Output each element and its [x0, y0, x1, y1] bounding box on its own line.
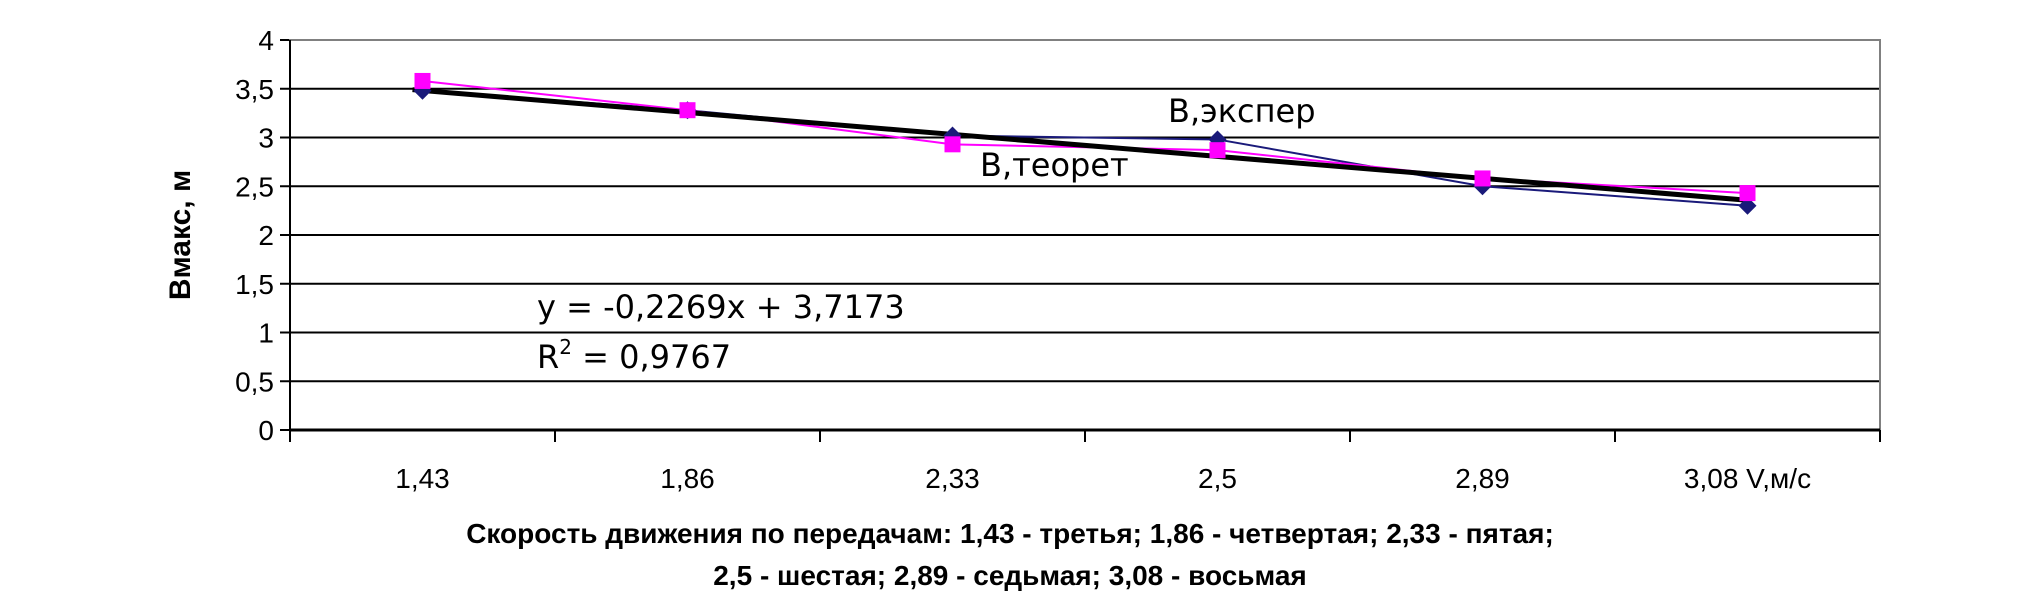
x-tick-label: 1,86 [660, 463, 715, 494]
y-axis-title: Вмакс, м [164, 170, 197, 300]
point-teoret [944, 136, 961, 153]
y-tick-label: 1 [258, 318, 274, 349]
series-markers [413, 72, 1757, 215]
point-teoret [414, 72, 431, 89]
y-tick-label: 3 [258, 123, 274, 154]
y-tick-label: 0 [258, 415, 274, 446]
y-tick-label: 3,5 [235, 74, 274, 105]
x-tick-label: 2,89 [1455, 463, 1510, 494]
y-tick-label: 2 [258, 220, 274, 251]
y-tick-label: 4 [258, 25, 274, 56]
x-tick-label: 2,33 [925, 463, 980, 494]
y-tick-labels: 0 0,5 1 1,5 2 2,5 3 3,5 4 [235, 25, 274, 446]
x-tick-labels: 1,43 1,86 2,33 2,5 2,89 3,08 V,м/с [395, 463, 1811, 494]
x-axis-caption-line1: Скорость движения по передачам: 1,43 - т… [466, 518, 1554, 549]
point-teoret [1209, 142, 1226, 159]
y-tick-label: 1,5 [235, 269, 274, 300]
point-teoret [1474, 170, 1491, 187]
y-tick-label: 2,5 [235, 171, 274, 202]
y-tick-label: 0,5 [235, 366, 274, 397]
series-label-exper: B,экспер [1168, 92, 1316, 130]
x-axis-caption-line2: 2,5 - шестая; 2,89 - седьмая; 3,08 - вос… [713, 560, 1307, 591]
axes [289, 40, 1881, 442]
point-teoret [1739, 185, 1756, 202]
trendline [412, 87, 1748, 203]
x-tick-label: 1,43 [395, 463, 450, 494]
trendline-r2: R2 = 0,9767 [537, 335, 731, 376]
series-label-teoret: B,теорет [980, 146, 1129, 184]
point-exper [1738, 196, 1757, 215]
r2-superscript: 2 [559, 335, 572, 359]
point-teoret [679, 102, 696, 119]
r2-prefix: R [537, 338, 559, 376]
x-tick-label: 3,08 V,м/с [1684, 463, 1811, 494]
x-tick-label: 2,5 [1198, 463, 1237, 494]
trendline-equation: y = -0,2269x + 3,7173 [537, 288, 905, 326]
r2-value: = 0,9767 [572, 338, 731, 376]
